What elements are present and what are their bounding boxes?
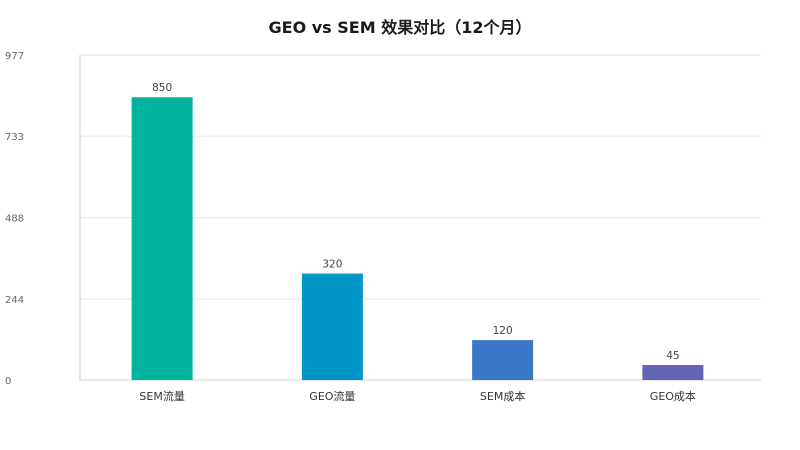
y-tick-labels: 0 244 488 733 977 (5, 51, 24, 387)
category-label: SEM成本 (480, 389, 525, 403)
y-tick-label: 0 (5, 376, 11, 387)
chart-title: GEO vs SEM 效果对比（12个月） (269, 18, 532, 37)
y-tick-label: 977 (5, 51, 24, 62)
y-tick-label: 488 (5, 214, 24, 225)
bar (472, 340, 534, 380)
data-label: 45 (666, 350, 679, 362)
bar (642, 365, 704, 380)
y-tick-label: 244 (5, 295, 24, 306)
data-label: 120 (493, 325, 513, 337)
data-label: 320 (322, 259, 342, 271)
category-labels: SEM流量 GEO流量 SEM成本 GEO成本 (139, 389, 696, 403)
grid-lines (80, 54, 761, 300)
bars (131, 97, 704, 380)
category-label: GEO流量 (309, 389, 355, 403)
category-label: SEM流量 (139, 389, 184, 403)
category-label: GEO成本 (650, 389, 696, 403)
data-label: 850 (152, 82, 172, 94)
bar (301, 273, 363, 380)
data-labels: 850 320 120 45 (152, 82, 679, 362)
y-tick-label: 733 (5, 132, 24, 143)
bar (131, 97, 193, 380)
